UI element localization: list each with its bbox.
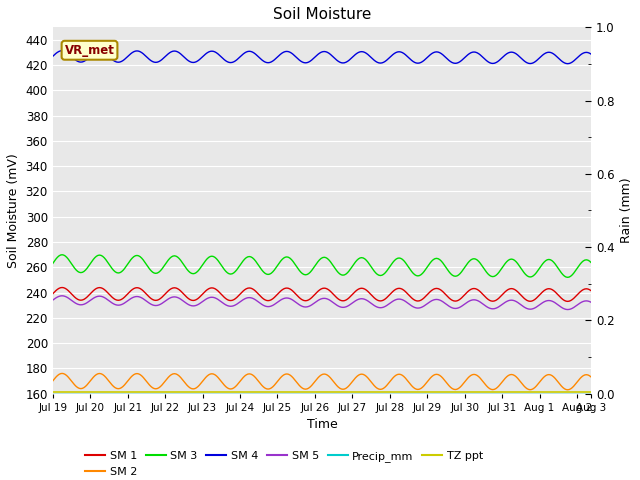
TZ ppt: [587, 389, 595, 395]
SM 4: [564, 61, 572, 67]
SM 2: [465, 374, 473, 380]
SM 3: [205, 254, 212, 260]
TZ ppt: [536, 389, 543, 395]
SM 3: [564, 275, 572, 280]
SM 4: [49, 53, 56, 59]
SM 3: [49, 261, 56, 266]
Title: Soil Moisture: Soil Moisture: [273, 7, 371, 22]
SM 2: [205, 372, 212, 378]
Y-axis label: Soil Moisture (mV): Soil Moisture (mV): [7, 153, 20, 268]
TZ ppt: [495, 389, 503, 395]
SM 5: [465, 298, 473, 304]
SM 5: [587, 300, 595, 305]
Precip_mm: [497, 391, 504, 396]
SM 5: [499, 301, 506, 307]
SM 1: [49, 291, 56, 297]
Line: SM 1: SM 1: [52, 288, 591, 301]
Line: SM 4: SM 4: [52, 51, 591, 64]
SM 5: [497, 303, 504, 309]
SM 3: [144, 264, 152, 270]
SM 3: [499, 265, 506, 271]
Text: VR_met: VR_met: [65, 44, 115, 57]
Legend: SM 1, SM 2, SM 3, SM 4, SM 5, Precip_mm, TZ ppt: SM 1, SM 2, SM 3, SM 4, SM 5, Precip_mm,…: [81, 447, 488, 480]
SM 1: [564, 299, 572, 304]
SM 5: [537, 301, 545, 307]
SM 4: [144, 55, 152, 61]
SM 3: [58, 252, 66, 258]
SM 1: [144, 293, 152, 299]
SM 1: [497, 294, 504, 300]
TZ ppt: [143, 389, 150, 395]
SM 2: [587, 374, 595, 380]
SM 5: [205, 295, 212, 300]
TZ ppt: [49, 389, 56, 395]
SM 3: [587, 260, 595, 265]
Line: SM 2: SM 2: [52, 373, 591, 390]
SM 5: [144, 300, 152, 305]
Precip_mm: [204, 391, 211, 396]
Precip_mm: [495, 391, 503, 396]
SM 2: [499, 379, 506, 385]
SM 2: [144, 380, 152, 386]
Precip_mm: [536, 391, 543, 396]
SM 1: [205, 286, 212, 291]
SM 4: [497, 56, 504, 62]
Y-axis label: Rain (mm): Rain (mm): [620, 178, 633, 243]
SM 3: [537, 263, 545, 269]
SM 5: [58, 293, 66, 299]
SM 4: [205, 49, 212, 55]
Precip_mm: [143, 391, 150, 396]
Line: SM 3: SM 3: [52, 255, 591, 277]
SM 5: [49, 297, 56, 303]
SM 1: [537, 290, 545, 296]
SM 3: [465, 258, 473, 264]
TZ ppt: [204, 389, 211, 395]
SM 2: [537, 377, 545, 383]
X-axis label: Time: Time: [307, 418, 337, 431]
SM 3: [497, 267, 504, 273]
SM 4: [537, 54, 545, 60]
SM 4: [465, 51, 473, 57]
SM 2: [58, 371, 66, 376]
SM 2: [564, 387, 572, 393]
SM 4: [499, 55, 506, 60]
SM 5: [564, 307, 572, 312]
TZ ppt: [464, 389, 472, 395]
SM 1: [58, 285, 66, 290]
SM 1: [465, 288, 473, 293]
Precip_mm: [587, 391, 595, 396]
SM 4: [58, 48, 66, 54]
SM 2: [49, 378, 56, 384]
SM 4: [587, 51, 595, 57]
Line: SM 5: SM 5: [52, 296, 591, 310]
TZ ppt: [497, 389, 504, 395]
SM 1: [587, 288, 595, 294]
Precip_mm: [464, 391, 472, 396]
Precip_mm: [49, 391, 56, 396]
SM 2: [497, 381, 504, 387]
SM 1: [499, 292, 506, 298]
